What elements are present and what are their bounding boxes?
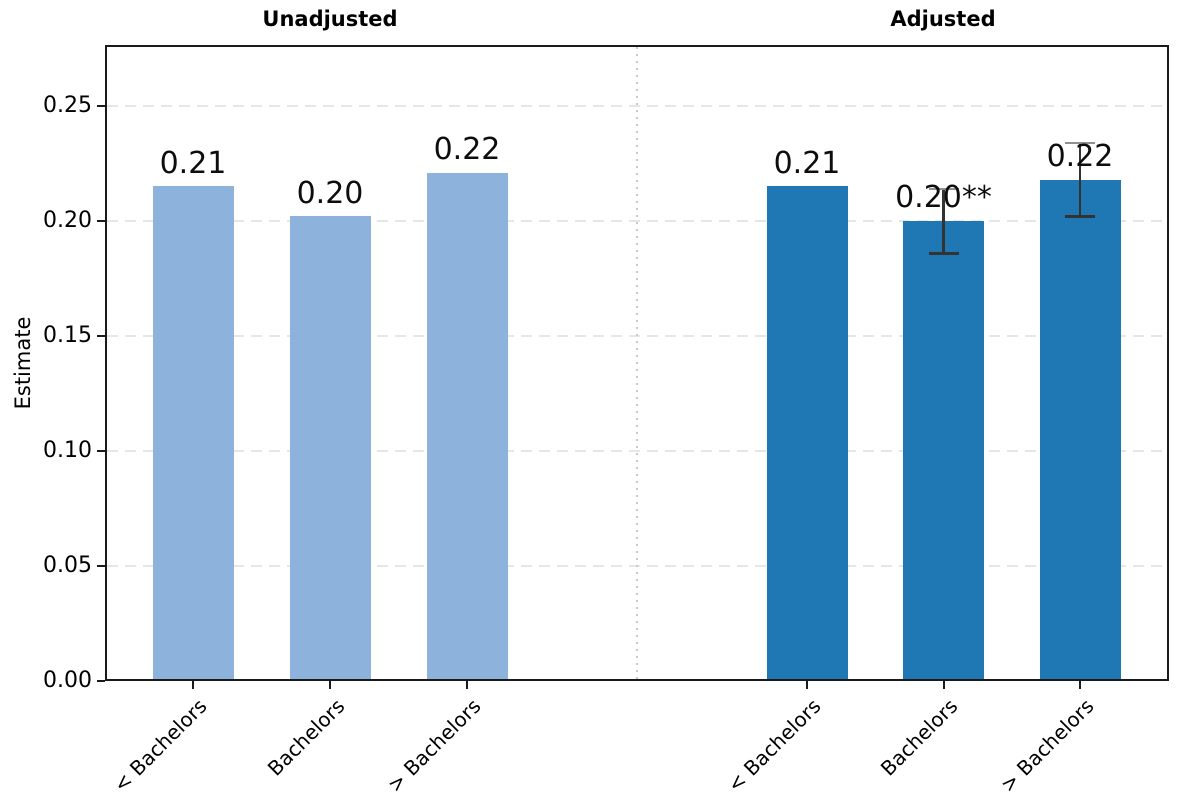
bar-adjusted-3 [1039, 179, 1121, 681]
bar-adjusted-2 [903, 220, 984, 681]
y-tick-mark [97, 449, 105, 452]
x-tick-mark [466, 681, 468, 689]
x-tick-mark [942, 681, 945, 689]
y-tick-label: 0.15 [43, 322, 92, 348]
x-tick-mark [806, 681, 808, 689]
x-tick-label: < Bachelors [723, 694, 826, 797]
error-bar-cap-top [928, 187, 959, 191]
y-tick-mark [97, 680, 105, 682]
error-bar-cap-top [1065, 141, 1095, 145]
error-bar-line [1078, 142, 1082, 217]
error-bar-cap-bottom [1065, 215, 1095, 218]
bar-adjusted-1 [766, 186, 848, 681]
bar-value-label: 0.22 [1046, 139, 1114, 175]
bar-value-label: 0.21 [773, 145, 841, 181]
bar-value-label: 0.21 [159, 145, 227, 181]
y-tick-mark [97, 564, 105, 567]
y-tick-mark [97, 334, 105, 337]
x-tick-label: > Bachelors [383, 694, 486, 797]
y-tick-label: 0.25 [43, 92, 92, 118]
bar-unadjusted-2 [289, 216, 371, 681]
y-tick-label: 0.20 [43, 207, 92, 233]
plot-area: 0.21 0.20 0.22 0.21 0.20** 0.22 [105, 45, 1169, 681]
panel-title-unadjusted: Unadjusted [262, 7, 398, 31]
panel-title-adjusted: Adjusted [890, 7, 996, 31]
y-tick-mark [97, 219, 105, 222]
bar-value-label: 0.20** [895, 180, 992, 216]
x-tick-label: < Bachelors [109, 694, 212, 797]
x-tick-mark [1079, 681, 1081, 689]
bar-value-label: 0.20 [296, 175, 364, 211]
panel-divider [636, 47, 638, 679]
y-tick-label: 0.10 [43, 437, 92, 463]
x-tick-label: Bachelors [262, 694, 349, 781]
x-tick-label: > Bachelors [996, 694, 1099, 797]
error-bar-line [942, 188, 945, 254]
bar-unadjusted-3 [426, 172, 508, 681]
x-tick-label: Bachelors [875, 694, 963, 781]
y-tick-label: 0.00 [43, 668, 92, 693]
error-bar-cap-bottom [928, 252, 959, 255]
bar-value-label: 0.22 [433, 132, 501, 168]
y-tick-label: 0.05 [43, 552, 92, 578]
y-tick-mark [97, 104, 105, 107]
x-tick-mark [329, 681, 331, 689]
bar-unadjusted-1 [152, 186, 234, 681]
x-tick-mark [192, 681, 194, 689]
